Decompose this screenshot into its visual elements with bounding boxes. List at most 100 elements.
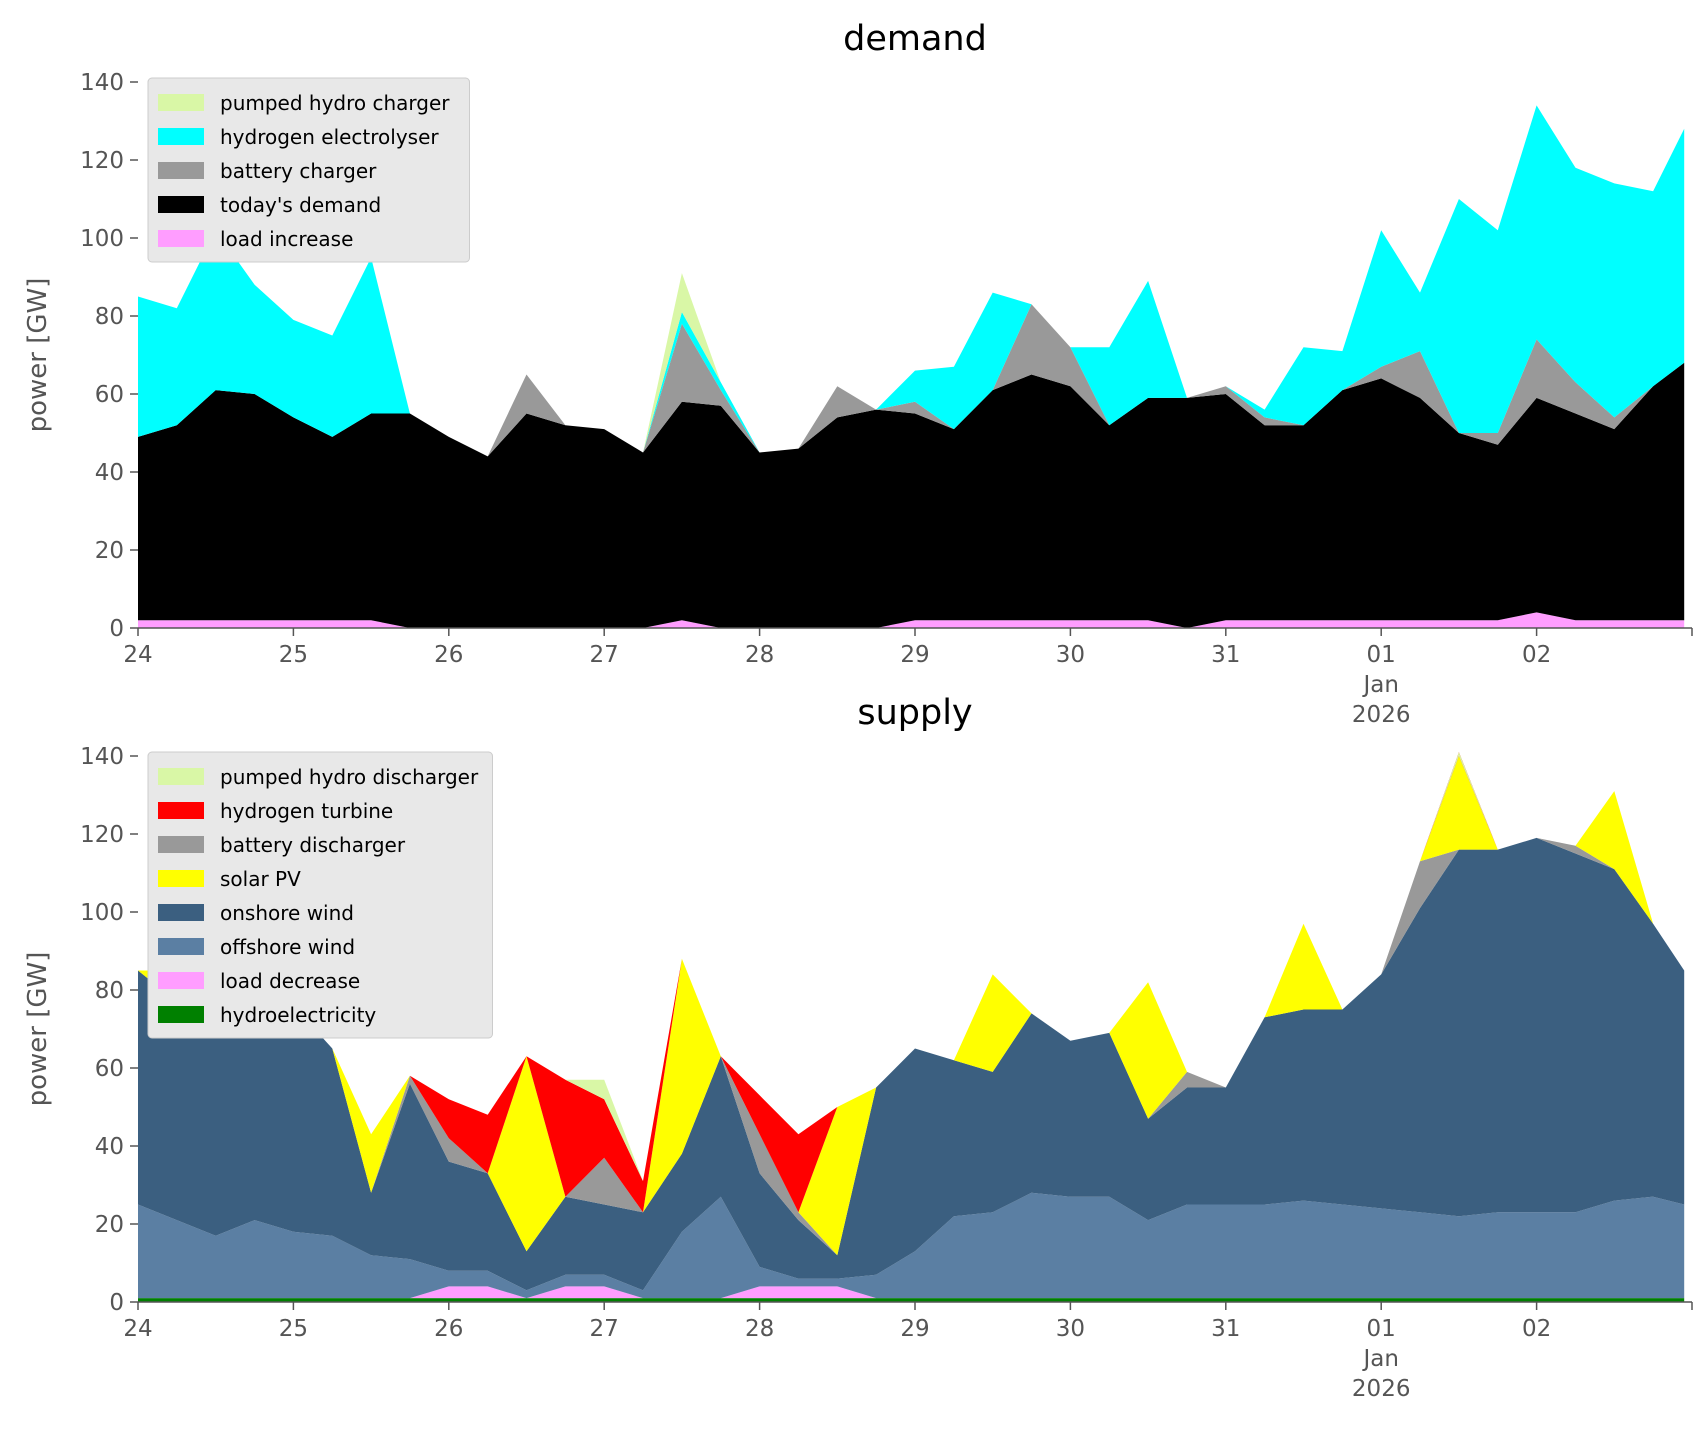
legend-swatch bbox=[158, 128, 204, 145]
x-tick-label: 29 bbox=[900, 1316, 929, 1342]
legend-label: load decrease bbox=[220, 969, 360, 993]
x-tick-label: 26 bbox=[434, 1316, 463, 1342]
y-tick-label: 140 bbox=[80, 70, 124, 96]
legend-label: battery discharger bbox=[220, 833, 406, 857]
area-today-s-demand bbox=[138, 362, 1685, 628]
legend-box bbox=[147, 751, 493, 1039]
legend-item-load-increase: load increase bbox=[158, 227, 353, 251]
x-tick-label: 28 bbox=[745, 1316, 774, 1342]
y-tick-label: 40 bbox=[95, 1134, 124, 1160]
legend-swatch bbox=[158, 938, 204, 955]
legend-item-hydroelectricity: hydroelectricity bbox=[158, 1003, 376, 1027]
legend-item-battery-discharger: battery discharger bbox=[158, 833, 406, 857]
legend-swatch bbox=[158, 230, 204, 247]
legend: pumped hydro discharger hydrogen turbine b… bbox=[147, 751, 493, 1039]
legend-swatch bbox=[158, 196, 204, 213]
y-tick-label: 0 bbox=[109, 616, 124, 642]
legend-label: solar PV bbox=[220, 867, 301, 891]
legend-swatch bbox=[158, 802, 204, 819]
legend-label: load increase bbox=[220, 227, 353, 251]
legend-label: pumped hydro charger bbox=[220, 91, 450, 115]
y-tick-label: 80 bbox=[95, 978, 124, 1004]
x-tick-label: 27 bbox=[590, 1316, 619, 1342]
legend-swatch bbox=[158, 1006, 204, 1023]
area-solar-pv bbox=[138, 756, 1685, 1256]
x-tick-label: 25 bbox=[279, 642, 308, 668]
x-tick-label: 26 bbox=[434, 642, 463, 668]
legend-swatch bbox=[158, 972, 204, 989]
area-onshore-wind bbox=[138, 837, 1685, 1291]
x-tick-label: 31 bbox=[1211, 1316, 1240, 1342]
legend-swatch bbox=[158, 162, 204, 179]
legend-label: pumped hydro discharger bbox=[220, 765, 479, 789]
y-tick-label: 0 bbox=[109, 1290, 124, 1316]
area-hydroelectricity bbox=[138, 1298, 1685, 1302]
y-tick-label: 80 bbox=[95, 304, 124, 330]
y-tick-label: 100 bbox=[80, 900, 124, 926]
x-tick-label: 27 bbox=[590, 642, 619, 668]
area-series-group bbox=[138, 105, 1685, 628]
legend-label: battery charger bbox=[220, 159, 377, 183]
x-tick-sublabel-month: Jan bbox=[1361, 672, 1398, 698]
x-tick-label: 24 bbox=[123, 1316, 152, 1342]
x-tick-sublabel-month: Jan bbox=[1361, 1346, 1398, 1372]
x-tick-label: 24 bbox=[123, 642, 152, 668]
legend: pumped hydro charger hydrogen electrolyse… bbox=[147, 77, 470, 263]
legend-swatch bbox=[158, 768, 204, 785]
area-hydrogen-electrolyser bbox=[138, 105, 1685, 457]
y-tick-label: 20 bbox=[95, 1212, 124, 1238]
x-tick-label: 02 bbox=[1522, 1316, 1551, 1342]
legend-item-offshore-wind: offshore wind bbox=[158, 935, 355, 959]
legend-item-solar-pv: solar PV bbox=[158, 867, 301, 891]
x-tick-label: 30 bbox=[1056, 1316, 1085, 1342]
x-tick-sublabel-year: 2026 bbox=[1352, 1376, 1411, 1402]
legend-label: offshore wind bbox=[220, 935, 355, 959]
legend-item-hydrogen-turbine: hydrogen turbine bbox=[158, 799, 393, 823]
y-tick-label: 140 bbox=[80, 744, 124, 770]
x-tick-label: 29 bbox=[900, 642, 929, 668]
legend-label: hydroelectricity bbox=[220, 1003, 376, 1027]
x-tick-label: 02 bbox=[1522, 642, 1551, 668]
x-tick-label: 25 bbox=[279, 1316, 308, 1342]
y-tick-label: 20 bbox=[95, 538, 124, 564]
y-tick-label: 40 bbox=[95, 460, 124, 486]
legend-swatch bbox=[158, 836, 204, 853]
x-tick-label: 30 bbox=[1056, 642, 1085, 668]
y-axis-label: power [GW] bbox=[23, 278, 53, 433]
area-series-group bbox=[138, 752, 1685, 1302]
legend-swatch bbox=[158, 870, 204, 887]
x-tick-label: 01 bbox=[1367, 642, 1396, 668]
area-load-increase bbox=[138, 612, 1685, 628]
y-axis-label: power [GW] bbox=[23, 952, 53, 1107]
legend-item-hydrogen-electrolyser: hydrogen electrolyser bbox=[158, 125, 439, 149]
legend-swatch bbox=[158, 904, 204, 921]
legend-label: hydrogen electrolyser bbox=[220, 125, 439, 149]
chart-title: demand bbox=[843, 19, 987, 59]
y-tick-label: 100 bbox=[80, 226, 124, 252]
legend-item-today-s-demand: today's demand bbox=[158, 193, 381, 217]
x-tick-label: 31 bbox=[1211, 642, 1240, 668]
legend-box bbox=[147, 77, 470, 263]
legend-swatch bbox=[158, 94, 204, 111]
legend-item-load-decrease: load decrease bbox=[158, 969, 360, 993]
area-load-decrease bbox=[138, 1286, 1685, 1299]
legend-label: hydrogen turbine bbox=[220, 799, 393, 823]
legend-label: today's demand bbox=[220, 193, 381, 217]
legend-label: onshore wind bbox=[220, 901, 354, 925]
x-tick-sublabel-year: 2026 bbox=[1352, 702, 1411, 728]
y-tick-label: 120 bbox=[80, 148, 124, 174]
legend-item-battery-charger: battery charger bbox=[158, 159, 377, 183]
legend-item-onshore-wind: onshore wind bbox=[158, 901, 354, 925]
y-tick-label: 60 bbox=[95, 382, 124, 408]
y-tick-label: 120 bbox=[80, 822, 124, 848]
legend-item-pumped-hydro-discharger: pumped hydro discharger bbox=[158, 765, 479, 789]
chart-title: supply bbox=[857, 693, 972, 733]
y-tick-label: 60 bbox=[95, 1056, 124, 1082]
legend-item-pumped-hydro-charger: pumped hydro charger bbox=[158, 91, 450, 115]
area-offshore-wind bbox=[138, 1192, 1685, 1299]
x-tick-label: 01 bbox=[1367, 1316, 1396, 1342]
x-tick-label: 28 bbox=[745, 642, 774, 668]
